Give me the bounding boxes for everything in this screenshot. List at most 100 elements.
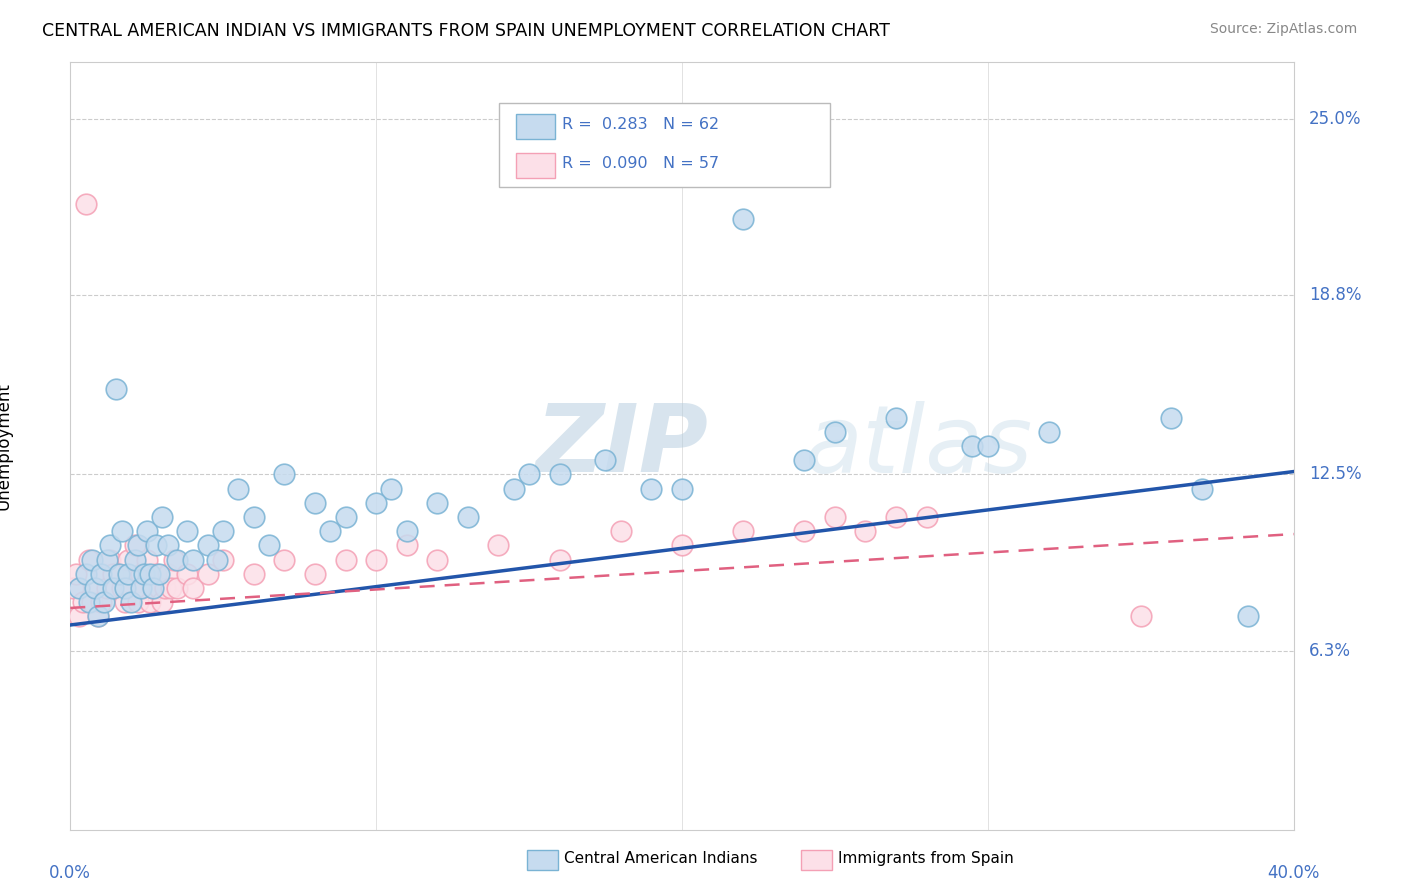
- Point: [426, 496, 449, 510]
- Point: [595, 453, 617, 467]
- Point: [153, 581, 176, 595]
- Point: [145, 538, 167, 552]
- Text: R =  0.090   N = 57: R = 0.090 N = 57: [562, 156, 720, 170]
- Point: [366, 552, 388, 566]
- Text: ZIP: ZIP: [536, 400, 709, 492]
- Point: [181, 581, 204, 595]
- Point: [77, 552, 100, 566]
- Point: [142, 581, 165, 595]
- Point: [212, 524, 235, 539]
- Point: [640, 482, 662, 496]
- Point: [366, 496, 388, 510]
- Point: [1236, 609, 1258, 624]
- Point: [517, 467, 540, 482]
- Point: [114, 595, 136, 609]
- Point: [1038, 425, 1060, 439]
- Point: [304, 566, 326, 581]
- Text: 25.0%: 25.0%: [1309, 111, 1361, 128]
- Point: [243, 566, 266, 581]
- Text: 40.0%: 40.0%: [1267, 863, 1320, 881]
- Point: [273, 467, 295, 482]
- Point: [976, 439, 998, 453]
- Point: [502, 482, 524, 496]
- Point: [101, 566, 124, 581]
- Point: [139, 566, 162, 581]
- Point: [228, 482, 250, 496]
- Point: [212, 552, 235, 566]
- Point: [108, 566, 131, 581]
- Point: [273, 552, 295, 566]
- Point: [87, 609, 110, 624]
- Point: [90, 566, 112, 581]
- Point: [793, 524, 815, 539]
- Point: [132, 566, 155, 581]
- Point: [132, 581, 155, 595]
- Point: [145, 566, 167, 581]
- Point: [101, 581, 124, 595]
- Point: [962, 439, 984, 453]
- Point: [75, 566, 97, 581]
- Point: [380, 482, 402, 496]
- Point: [176, 524, 198, 539]
- Point: [77, 595, 100, 609]
- Point: [824, 510, 846, 524]
- Point: [65, 566, 87, 581]
- Text: R =  0.283   N = 62: R = 0.283 N = 62: [562, 118, 720, 132]
- Point: [610, 524, 633, 539]
- Point: [117, 566, 139, 581]
- Point: [129, 566, 152, 581]
- Text: atlas: atlas: [804, 401, 1032, 491]
- Point: [148, 566, 170, 581]
- Text: Central American Indians: Central American Indians: [564, 851, 758, 865]
- Point: [205, 552, 228, 566]
- Point: [111, 581, 134, 595]
- Point: [129, 581, 152, 595]
- Point: [163, 552, 186, 566]
- Point: [166, 552, 188, 566]
- Text: Immigrants from Spain: Immigrants from Spain: [838, 851, 1014, 865]
- Point: [121, 595, 143, 609]
- Text: 6.3%: 6.3%: [1309, 641, 1351, 659]
- Point: [395, 538, 418, 552]
- Point: [181, 552, 204, 566]
- Point: [335, 552, 357, 566]
- Point: [257, 538, 280, 552]
- Point: [150, 510, 173, 524]
- Point: [127, 595, 149, 609]
- Point: [80, 552, 103, 566]
- Point: [1191, 482, 1213, 496]
- Point: [83, 581, 105, 595]
- Point: [87, 609, 110, 624]
- Point: [142, 581, 165, 595]
- Point: [671, 538, 693, 552]
- Point: [93, 566, 115, 581]
- Point: [157, 538, 180, 552]
- Point: [166, 581, 188, 595]
- Point: [98, 538, 121, 552]
- Point: [197, 566, 219, 581]
- Text: 18.8%: 18.8%: [1309, 286, 1361, 304]
- Point: [121, 581, 143, 595]
- Point: [127, 538, 149, 552]
- Point: [93, 595, 115, 609]
- Point: [111, 524, 134, 539]
- Point: [90, 595, 112, 609]
- Point: [135, 524, 157, 539]
- Point: [160, 581, 183, 595]
- Point: [731, 211, 754, 226]
- Point: [150, 595, 173, 609]
- Point: [176, 566, 198, 581]
- Point: [457, 510, 479, 524]
- Point: [488, 538, 510, 552]
- Point: [243, 510, 266, 524]
- Point: [793, 453, 815, 467]
- Point: [671, 482, 693, 496]
- Point: [108, 566, 131, 581]
- Point: [80, 595, 103, 609]
- Point: [855, 524, 877, 539]
- Point: [915, 510, 938, 524]
- Point: [75, 197, 97, 211]
- Point: [426, 552, 449, 566]
- Point: [135, 552, 157, 566]
- Point: [105, 382, 128, 396]
